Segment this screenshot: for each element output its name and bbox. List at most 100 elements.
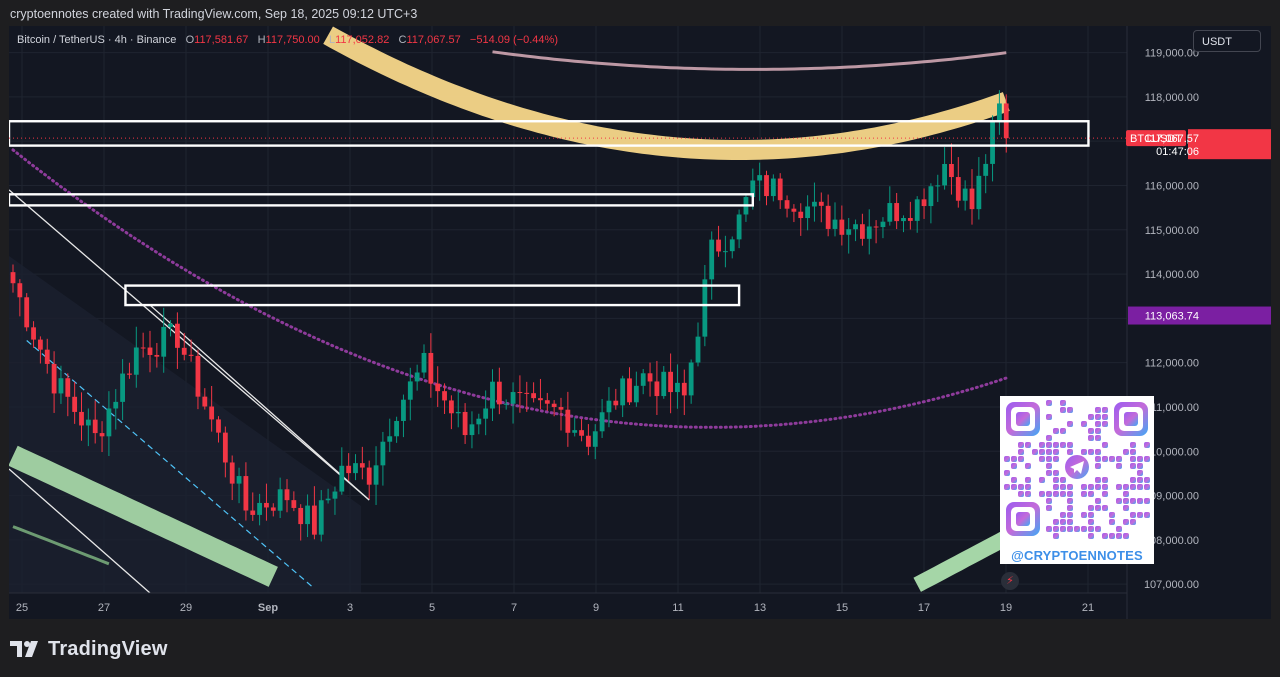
candle-body [784, 200, 790, 209]
candle-body [394, 420, 399, 437]
qr-module [1004, 484, 1010, 490]
candle [503, 399, 509, 410]
candle-body [366, 467, 372, 485]
candle [483, 390, 489, 436]
qr-module [1004, 470, 1010, 476]
qr-module [1095, 477, 1101, 483]
lower-band-inner [12, 525, 110, 566]
candle-body [524, 392, 530, 394]
x-tick-label: 21 [1082, 602, 1094, 614]
candle [318, 490, 324, 542]
candle-body [44, 349, 50, 364]
qr-module [1095, 456, 1101, 462]
candle [44, 338, 50, 374]
candle [736, 209, 742, 249]
candle-body [209, 406, 215, 420]
chart-area[interactable]: 119,000.00118,000.00117,000.00116,000.00… [9, 26, 1271, 619]
qr-module [1088, 428, 1094, 434]
candle-body [901, 218, 906, 222]
candle [606, 387, 612, 428]
candle [229, 455, 235, 501]
candle [565, 391, 571, 447]
qr-module [1137, 484, 1143, 490]
qr-module [1137, 456, 1143, 462]
qr-module [1123, 498, 1129, 504]
qr-module [1109, 533, 1115, 539]
chart-credit: cryptoennotes created with TradingView.c… [10, 7, 418, 21]
level-tag-label: 113,063.74 [1145, 311, 1199, 323]
candle [880, 217, 886, 239]
y-tick-label: 110,000.00 [1145, 446, 1199, 458]
lightning-icon[interactable]: ⚡ [1001, 572, 1019, 590]
supply-zone [9, 193, 754, 207]
candle [401, 394, 406, 438]
qr-module [1039, 491, 1045, 497]
close-label: C [398, 34, 407, 46]
outer-band [492, 50, 1007, 71]
candle-body [250, 510, 256, 515]
candle [709, 231, 715, 300]
qr-module [1095, 526, 1101, 532]
qr-module [1018, 484, 1024, 490]
candle-body [483, 408, 489, 419]
candle-body [353, 463, 358, 474]
qr-module [1088, 435, 1094, 441]
candle [154, 342, 160, 368]
candle-body [140, 347, 146, 349]
qr-module [1053, 491, 1059, 497]
candle [209, 385, 215, 432]
qr-module [1081, 484, 1087, 490]
candle-body [791, 208, 797, 212]
candle-body [572, 430, 578, 433]
qr-module [1095, 484, 1101, 490]
candle-body [846, 229, 852, 235]
candle [312, 486, 317, 540]
candle [168, 320, 173, 337]
qr-module [1060, 407, 1066, 413]
candle-body [654, 381, 660, 397]
candle [65, 373, 71, 417]
candle [442, 383, 447, 414]
price-chart[interactable]: 119,000.00118,000.00117,000.00116,000.00… [9, 26, 1271, 619]
qr-module [1102, 414, 1108, 420]
candle-body [291, 500, 297, 508]
candle-body [750, 180, 756, 198]
candle [586, 424, 591, 456]
qr-module [1088, 414, 1094, 420]
qr-module [1116, 498, 1122, 504]
candle-body [599, 412, 605, 432]
candle [524, 381, 530, 412]
candle-body [113, 401, 119, 409]
mid-line [11, 148, 1008, 429]
candle-body [339, 465, 345, 492]
qr-module [1109, 512, 1115, 518]
candle [10, 264, 16, 293]
candle-body [812, 201, 817, 207]
symbol-legend: Bitcoin / TetherUS · 4h · Binance O117,5… [17, 34, 558, 46]
qr-module [1053, 477, 1059, 483]
qr-module [1088, 519, 1094, 525]
candle-body [216, 419, 221, 433]
x-tick-label: 3 [347, 602, 353, 614]
candle-body [455, 411, 461, 414]
candle-body [688, 362, 694, 396]
candle-body [955, 177, 961, 201]
candle [558, 397, 564, 431]
currency-selector[interactable]: USDT [1193, 30, 1261, 52]
qr-module [1144, 512, 1150, 518]
qr-module [1046, 400, 1052, 406]
candle-body [401, 399, 406, 421]
candle-body [373, 465, 379, 485]
candle-body [709, 239, 715, 280]
y-tick-label: 109,000.00 [1144, 491, 1199, 503]
candle-body [681, 382, 687, 396]
candle-body [175, 323, 180, 348]
candle [579, 418, 584, 442]
y-tick-label: 116,000.00 [1145, 180, 1199, 192]
candle-body [928, 186, 934, 207]
candle [647, 362, 653, 397]
qr-module [1067, 442, 1073, 448]
candle-body [633, 385, 639, 403]
candle-body [736, 214, 742, 240]
candle-body [72, 396, 78, 412]
